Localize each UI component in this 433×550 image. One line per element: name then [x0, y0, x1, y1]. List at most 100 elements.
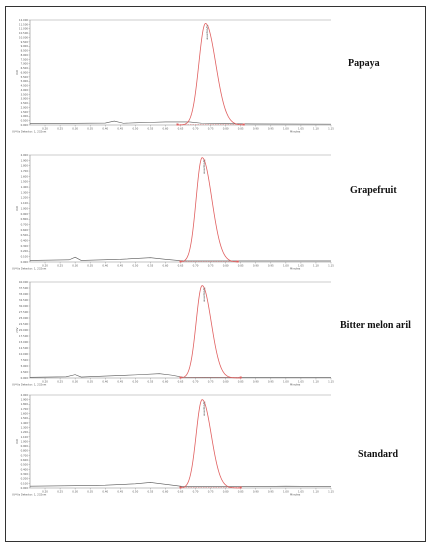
x-tick-label: 0.30: [72, 490, 78, 494]
peak-end-marker: [236, 260, 239, 263]
x-axis-unit: Minutes: [290, 130, 301, 134]
y-tick-label: 1.400: [21, 185, 29, 189]
detector-footer: UV-Vis Detector: 1, 232nm: [12, 267, 47, 271]
x-tick-label: 0.85: [238, 127, 244, 131]
y-tick-label: 0.800: [21, 449, 29, 453]
y-axis-unit: mV: [15, 205, 19, 211]
y-tick-label: 0.600: [21, 228, 29, 232]
y-tick-label: 0.100: [21, 481, 29, 485]
x-tick-label: 0.50: [132, 264, 138, 268]
y-tick-label: 10.000: [19, 352, 28, 356]
x-tick-label: 0.20: [42, 264, 48, 268]
y-tick-label: 11.000: [19, 27, 28, 31]
x-tick-label: 0.70: [193, 127, 199, 131]
x-tick-label: 0.30: [72, 264, 78, 268]
y-tick-label: 4.500: [21, 84, 29, 88]
x-tick-label: 1.10: [313, 127, 319, 131]
x-tick-label: 0.30: [72, 380, 78, 384]
x-tick-label: 0.90: [253, 127, 259, 131]
x-tick-label: 0.20: [42, 127, 48, 131]
y-tick-label: 6.500: [21, 66, 29, 70]
x-tick-label: 0.40: [102, 264, 108, 268]
x-tick-label: 1.05: [298, 127, 304, 131]
y-tick-label: 5.500: [21, 75, 29, 79]
x-tick-label: 0.90: [253, 380, 259, 384]
y-tick-label: 4.000: [21, 88, 29, 92]
x-tick-label: 0.70: [193, 380, 199, 384]
x-axis-unit: Minutes: [290, 493, 301, 497]
x-tick-label: 0.40: [102, 380, 108, 384]
y-tick-label: 32.500: [19, 298, 28, 302]
peak-label: Lycopene: [202, 288, 206, 302]
x-tick-label: 1.10: [313, 264, 319, 268]
baseline-trace: [29, 482, 332, 487]
x-tick-label: 0.65: [178, 264, 184, 268]
detector-footer: UV-Vis Detector: 1, 232nm: [12, 383, 47, 387]
y-tick-label: 7.500: [21, 57, 29, 61]
x-tick-label: 0.55: [148, 490, 154, 494]
y-tick-label: 0.500: [21, 119, 29, 123]
x-tick-label: 1.05: [298, 380, 304, 384]
chart-panel-1: 0.0000.5001.0001.5002.0002.5003.0003.500…: [12, 18, 334, 134]
y-tick-label: 1.100: [21, 435, 29, 439]
x-tick-label: 1.00: [283, 127, 289, 131]
y-tick-label: 0.000: [21, 123, 29, 127]
x-tick-label: 0.25: [57, 380, 63, 384]
y-tick-label: 2.500: [21, 101, 29, 105]
x-tick-label: 0.85: [238, 264, 244, 268]
x-tick-label: 0.25: [57, 490, 63, 494]
y-tick-label: 0.900: [21, 212, 29, 216]
y-tick-label: 0.500: [21, 233, 29, 237]
x-tick-label: 0.90: [253, 490, 259, 494]
x-tick-label: 0.40: [102, 127, 108, 131]
x-tick-label: 0.40: [102, 490, 108, 494]
x-tick-label: 0.85: [238, 380, 244, 384]
x-tick-label: 1.00: [283, 490, 289, 494]
y-tick-label: 35.000: [19, 292, 28, 296]
lycopene-peak: [180, 157, 238, 263]
y-tick-label: 1.900: [21, 158, 29, 162]
x-tick-label: 0.75: [208, 490, 214, 494]
x-tick-label: 0.20: [42, 490, 48, 494]
figure-frame: [5, 6, 426, 542]
y-tick-label: 0.100: [21, 255, 29, 259]
y-tick-label: 25.000: [19, 316, 28, 320]
x-tick-label: 0.65: [178, 490, 184, 494]
y-tick-label: 3.000: [21, 97, 29, 101]
x-tick-label: 0.55: [148, 380, 154, 384]
peak-label: Lycopene: [202, 402, 206, 416]
y-tick-label: 1.800: [21, 164, 29, 168]
y-tick-label: 17.500: [19, 334, 28, 338]
peak-end-marker: [239, 376, 242, 379]
y-tick-label: 0.300: [21, 472, 29, 476]
x-tick-label: 0.25: [57, 127, 63, 131]
peak-start-marker: [176, 123, 179, 126]
x-tick-label: 0.80: [223, 127, 229, 131]
peak-start-marker: [179, 376, 182, 379]
y-tick-label: 0.000: [21, 260, 29, 264]
x-tick-label: 1.15: [328, 490, 334, 494]
y-tick-label: 1.100: [21, 201, 29, 205]
x-tick-label: 1.10: [313, 490, 319, 494]
x-tick-label: 0.25: [57, 264, 63, 268]
x-tick-label: 0.85: [238, 490, 244, 494]
x-tick-label: 0.45: [117, 380, 123, 384]
y-tick-label: 0.700: [21, 222, 29, 226]
x-tick-label: 0.35: [87, 380, 93, 384]
x-tick-label: 1.15: [328, 380, 334, 384]
lycopene-peak: [180, 399, 241, 489]
y-tick-label: 0.500: [21, 463, 29, 467]
x-tick-label: 0.60: [163, 490, 169, 494]
y-tick-label: 20.000: [19, 328, 28, 332]
y-tick-label: 27.500: [19, 310, 28, 314]
y-tick-label: 9.000: [21, 44, 29, 48]
chart-panel-2: 0.0000.1000.2000.3000.4000.5000.6000.700…: [12, 153, 334, 271]
chart-panel-3: 0.000 2.500 5.000 7.500 10.000 12.500 15.000 17…: [12, 280, 334, 387]
y-axis-unit: mV: [15, 327, 19, 333]
y-tick-label: 0.400: [21, 239, 29, 243]
chart-panel-4: 0.0000.1000.2000.3000.4000.5000.6000.700…: [12, 393, 334, 497]
y-tick-label: 0.800: [21, 217, 29, 221]
y-tick-label: 0.900: [21, 444, 29, 448]
x-tick-label: 1.05: [298, 264, 304, 268]
